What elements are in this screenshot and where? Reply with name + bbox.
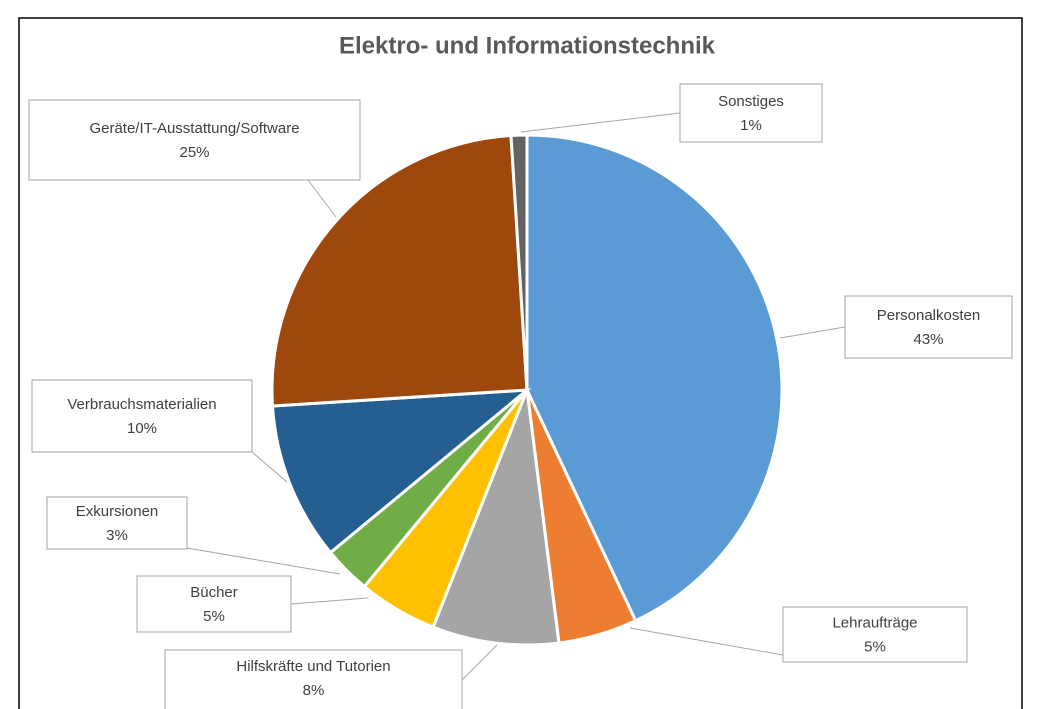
chart-frame [18,17,1023,709]
slice-label: Personalkosten [877,307,980,324]
label-box [31,379,253,453]
slice-label: Hilfskräfte und Tutorien [236,658,390,675]
slice-label: Bücher [190,584,238,601]
pie-slice [431,389,561,647]
pie-slice [270,388,532,555]
value-label: 25% [179,144,209,161]
value-label: 8% [303,682,325,699]
label-box [679,83,823,143]
label-box [844,295,1013,359]
value-label: 3% [106,527,128,544]
label-box [782,606,968,663]
slice-label: Sonstiges [718,93,784,110]
slice-label: Lehraufträge [832,614,917,631]
value-label: 5% [203,608,225,625]
slice-label: Exkursionen [76,503,159,520]
label-box [46,496,188,550]
label-box [28,99,361,181]
leader-line [307,179,337,218]
pie-slice [509,133,529,391]
pie-slice [270,133,529,408]
leader-line [461,644,498,681]
leader-line [520,112,681,133]
leader-line [251,451,288,483]
leader-line [290,597,369,605]
value-label: 43% [913,331,943,348]
leader-line [629,627,784,656]
value-label: 10% [127,420,157,437]
value-label: 5% [864,638,886,655]
value-label: 1% [740,117,762,134]
leader-line [779,326,846,339]
chart-title: Elektro- und Informationstechnik [339,32,716,59]
slice-label: Verbrauchsmaterialien [67,396,216,413]
label-box [164,649,463,709]
leader-line [186,547,341,575]
label-box [136,575,292,633]
pie-slice [525,133,784,623]
slice-label: Geräte/IT-Ausstattung/Software [89,120,299,137]
